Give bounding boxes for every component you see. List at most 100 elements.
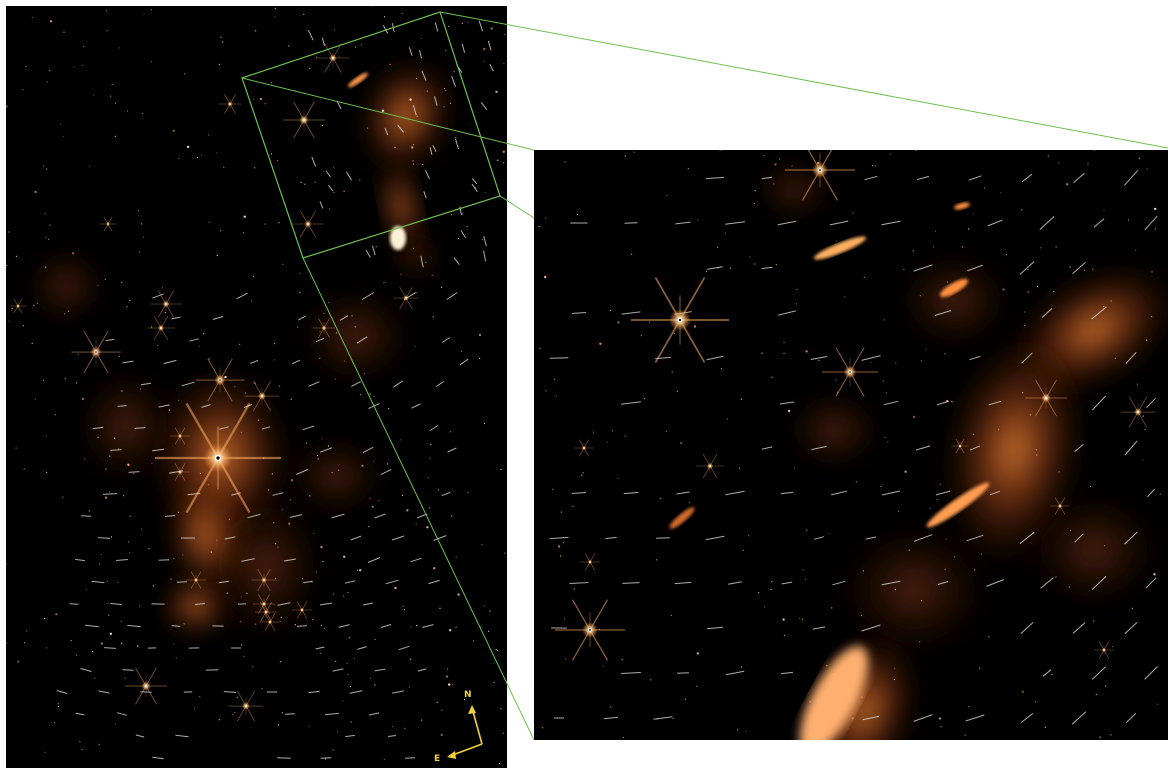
faint-star bbox=[787, 409, 791, 413]
faint-star bbox=[108, 491, 110, 493]
faint-star bbox=[592, 431, 594, 433]
faint-star bbox=[333, 191, 335, 193]
faint-star bbox=[1027, 269, 1029, 271]
polarization-vector bbox=[56, 690, 68, 694]
faint-star bbox=[57, 703, 59, 705]
faint-star bbox=[139, 388, 142, 390]
faint-star bbox=[1024, 325, 1026, 327]
polarization-vector bbox=[189, 338, 199, 342]
faint-star bbox=[555, 395, 558, 397]
faint-star bbox=[100, 642, 104, 645]
faint-star bbox=[479, 357, 481, 359]
faint-star bbox=[108, 614, 110, 617]
faint-star bbox=[1151, 316, 1153, 318]
faint-star bbox=[666, 195, 668, 197]
bright-star bbox=[218, 94, 242, 114]
faint-star bbox=[429, 457, 431, 459]
polarization-vector bbox=[725, 490, 745, 496]
faint-star bbox=[334, 378, 336, 380]
faint-star bbox=[270, 82, 273, 84]
faint-star bbox=[1146, 168, 1148, 170]
polarization-vector bbox=[728, 581, 742, 585]
faint-star bbox=[503, 33, 505, 36]
faint-star bbox=[388, 408, 390, 410]
faint-star bbox=[141, 112, 143, 115]
faint-star bbox=[126, 110, 129, 112]
faint-star bbox=[761, 352, 763, 354]
faint-star bbox=[1111, 646, 1113, 648]
faint-star bbox=[426, 526, 429, 529]
polarization-vector bbox=[653, 716, 673, 720]
faint-star bbox=[719, 150, 721, 151]
faint-star bbox=[49, 224, 51, 226]
polarization-vector bbox=[725, 221, 745, 225]
faint-star bbox=[218, 63, 220, 65]
polarization-vector bbox=[424, 169, 430, 180]
bright-star bbox=[316, 43, 350, 73]
faint-star bbox=[105, 468, 107, 470]
polarization-vector bbox=[861, 624, 881, 632]
faint-star bbox=[182, 554, 184, 556]
faint-star bbox=[17, 660, 20, 663]
star-core bbox=[583, 447, 585, 449]
polarization-vector bbox=[372, 245, 376, 256]
faint-star bbox=[137, 210, 139, 212]
faint-star bbox=[448, 25, 450, 27]
star-core bbox=[179, 435, 181, 437]
faint-star bbox=[1002, 288, 1005, 291]
faint-star bbox=[432, 316, 434, 318]
faint-star bbox=[1103, 209, 1105, 212]
polarization-vector bbox=[434, 22, 439, 32]
faint-star bbox=[264, 223, 266, 225]
faint-star bbox=[67, 310, 69, 312]
polarization-vector bbox=[605, 536, 617, 540]
faint-star bbox=[143, 13, 145, 15]
faint-star bbox=[359, 394, 362, 396]
faint-star bbox=[988, 636, 990, 638]
faint-star bbox=[370, 677, 372, 679]
faint-star bbox=[371, 505, 374, 508]
faint-star bbox=[753, 202, 755, 205]
nebula-cloud bbox=[1024, 490, 1164, 610]
faint-star bbox=[437, 489, 439, 491]
faint-star bbox=[381, 109, 385, 112]
faint-star bbox=[316, 454, 319, 457]
faint-star bbox=[88, 510, 90, 512]
faint-star bbox=[754, 190, 756, 192]
faint-star bbox=[43, 470, 45, 472]
faint-star bbox=[109, 632, 113, 635]
polarization-vector bbox=[284, 558, 296, 562]
polarization-vector bbox=[1071, 711, 1087, 725]
faint-star bbox=[483, 47, 486, 51]
faint-star bbox=[199, 472, 201, 474]
faint-star bbox=[208, 484, 210, 486]
faint-star bbox=[671, 371, 673, 373]
faint-star bbox=[347, 674, 349, 676]
faint-star bbox=[290, 479, 294, 482]
faint-star bbox=[649, 321, 651, 323]
star-core bbox=[261, 395, 263, 397]
faint-star bbox=[461, 22, 463, 24]
faint-star bbox=[479, 626, 482, 628]
knot-feature bbox=[939, 278, 969, 298]
faint-star bbox=[425, 261, 427, 263]
faint-star bbox=[129, 515, 131, 517]
faint-star bbox=[359, 569, 362, 572]
faint-star bbox=[45, 435, 48, 437]
polarization-vector bbox=[1124, 531, 1138, 545]
faint-star bbox=[375, 246, 377, 248]
faint-star bbox=[353, 658, 355, 660]
star-core bbox=[302, 118, 306, 122]
bright-star bbox=[155, 402, 281, 514]
polarization-vector bbox=[549, 536, 569, 540]
faint-star bbox=[1053, 290, 1055, 293]
polarization-vector bbox=[881, 580, 901, 586]
faint-star bbox=[400, 273, 402, 275]
faint-star bbox=[791, 165, 793, 167]
faint-star bbox=[294, 624, 296, 626]
polarization-vector bbox=[319, 201, 324, 209]
faint-star bbox=[1070, 529, 1072, 532]
faint-star bbox=[241, 644, 243, 646]
bright-star bbox=[1120, 396, 1156, 428]
faint-star bbox=[218, 719, 220, 721]
